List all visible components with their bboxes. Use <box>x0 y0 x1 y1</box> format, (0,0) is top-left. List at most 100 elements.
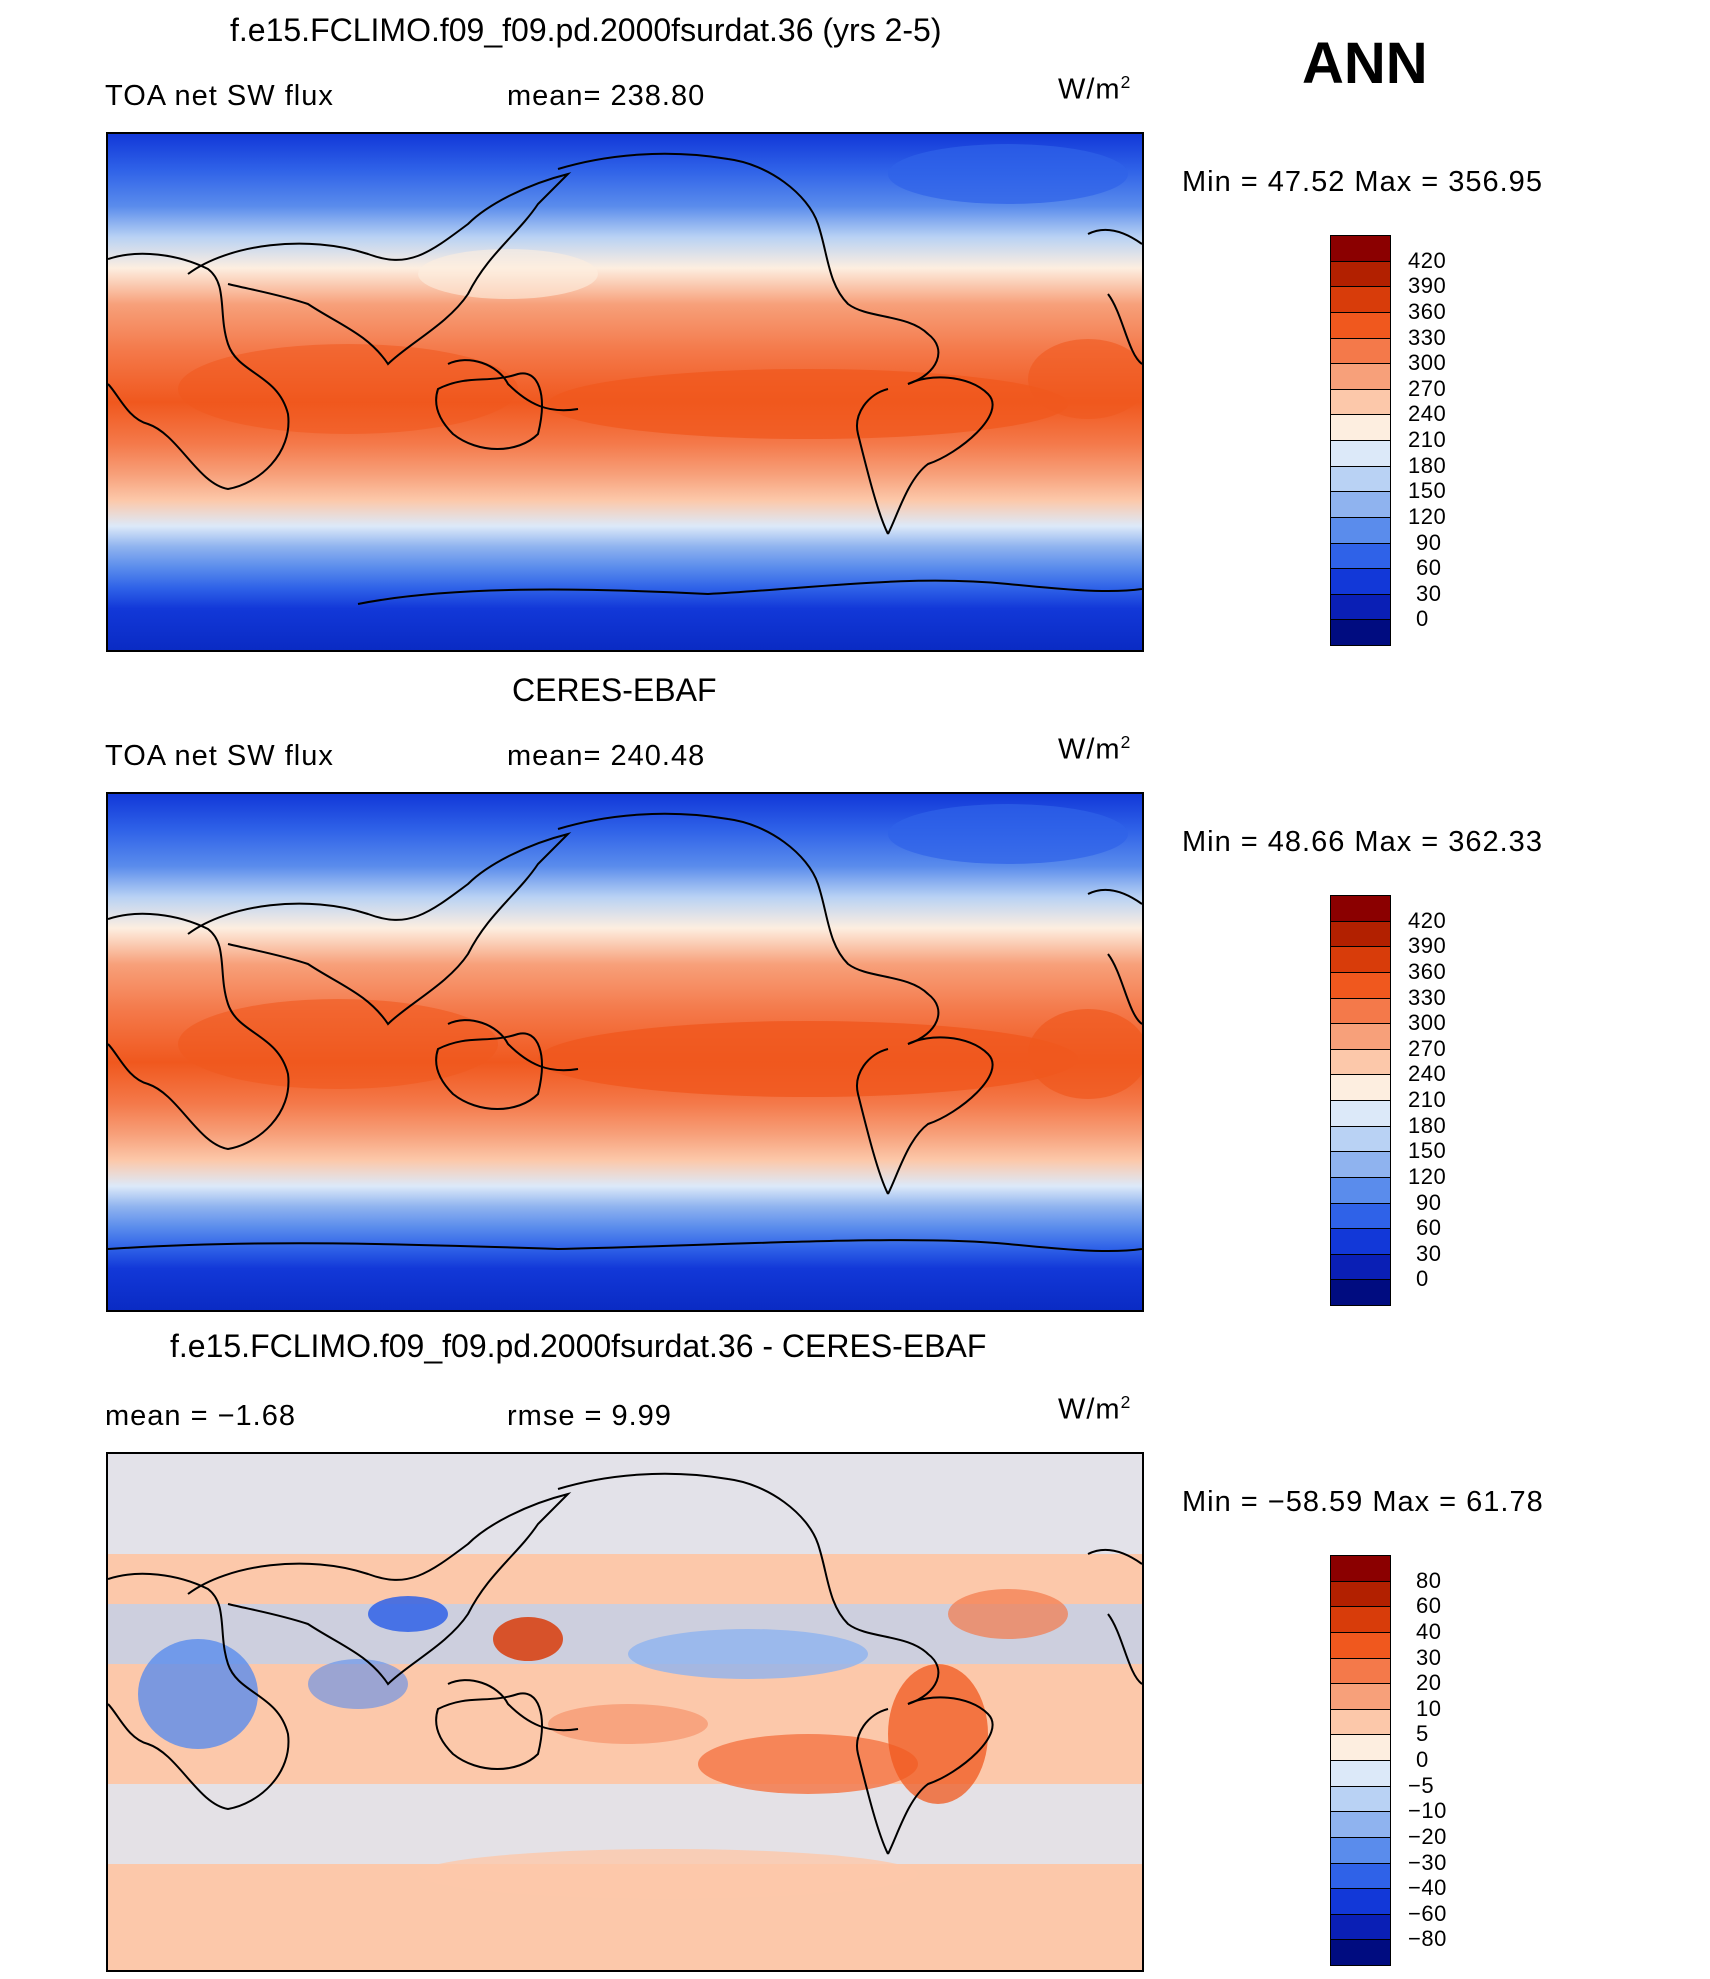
colorbar-cell <box>1330 1228 1391 1255</box>
colorbar-tick-label: 10 <box>1416 1695 1442 1721</box>
colorbar-tick-label: 390 <box>1408 933 1447 959</box>
colorbar-cell <box>1330 1939 1391 1966</box>
colorbar-cell <box>1330 414 1391 441</box>
colorbar-cell <box>1330 311 1391 339</box>
colorbar-cell <box>1330 1100 1391 1127</box>
colorbar-tick-label: 240 <box>1408 401 1447 427</box>
panel3-title: f.e15.FCLIMO.f09_f09.pd.2000fsurdat.36 -… <box>170 1328 987 1364</box>
colorbar-tick-label: 270 <box>1408 375 1447 401</box>
colorbar-tick-label: 30 <box>1416 1644 1442 1670</box>
colorbar-cell <box>1330 440 1391 467</box>
colorbar-cell <box>1330 1785 1391 1813</box>
colorbar-cell <box>1330 542 1391 570</box>
panel1-units: W/m2 <box>1058 72 1132 106</box>
panel2-title: CERES-EBAF <box>512 672 717 708</box>
colorbar-cell <box>1330 895 1391 922</box>
colorbar-tick-label: 60 <box>1416 555 1442 581</box>
panel3-colorbar: 80 60 40 30 20 10 5 0 −5 −10 −20 −30 −40 −60 −80 <box>1330 1555 1446 1966</box>
colorbar-tick-label: 240 <box>1408 1061 1447 1087</box>
colorbar-tick-label: 90 <box>1416 529 1442 555</box>
colorbar-cell <box>1330 1734 1391 1761</box>
colorbar-cell <box>1330 1074 1391 1101</box>
colorbar-cell <box>1330 1125 1391 1153</box>
colorbar-tick-label: 390 <box>1408 273 1447 299</box>
panel3-mean-label: mean = −1.68 <box>105 1400 296 1432</box>
colorbar-tick-label: −10 <box>1408 1798 1447 1824</box>
panel1-colorbar: 420 390 360 330 300 270 240 210 180 150 120 90 60 30 0 <box>1330 235 1446 646</box>
colorbar-tick-label: 150 <box>1408 478 1447 504</box>
panel2-units: W/m2 <box>1058 732 1132 766</box>
colorbar-tick-label: 60 <box>1416 1215 1442 1241</box>
panel1-mean-label: mean= 238.80 <box>507 80 706 112</box>
colorbar-tick-label: 360 <box>1408 298 1447 324</box>
colorbar-tick-label: 210 <box>1408 1087 1447 1112</box>
colorbar-cell <box>1330 1048 1391 1076</box>
colorbar-tick-label: 30 <box>1416 1240 1442 1266</box>
colorbar-tick-label: 330 <box>1408 324 1447 350</box>
colorbar-tick-label: −40 <box>1408 1875 1447 1901</box>
colorbar-tick-label: −30 <box>1408 1849 1447 1875</box>
colorbar-cell <box>1330 1631 1391 1659</box>
colorbar-tick-label: 180 <box>1408 1112 1447 1138</box>
colorbar-cell <box>1330 1683 1391 1710</box>
colorbar-cell <box>1330 1580 1391 1608</box>
panel3-rmse-label: rmse = 9.99 <box>507 1400 672 1432</box>
panel2-colorbar: 420 390 360 330 300 270 240 210 180 150 120 90 60 30 0 <box>1330 895 1446 1306</box>
colorbar-cell <box>1330 388 1391 416</box>
colorbar-tick-label: 40 <box>1416 1618 1442 1644</box>
panel1-minmax: Min = 47.52 Max = 356.95 <box>1182 166 1543 198</box>
colorbar-cell <box>1330 920 1391 948</box>
colorbar-cell <box>1330 1708 1391 1736</box>
colorbar-cell <box>1330 337 1391 365</box>
colorbar-cell <box>1330 1913 1391 1941</box>
colorbar-cell <box>1330 1657 1391 1685</box>
colorbar-tick-label: −80 <box>1408 1926 1447 1952</box>
colorbar-cell <box>1330 568 1391 595</box>
colorbar-tick-label: −20 <box>1408 1823 1447 1849</box>
colorbar-tick-label: 270 <box>1408 1035 1447 1061</box>
colorbar-tick-label: 30 <box>1416 580 1442 606</box>
colorbar-cell <box>1330 1606 1391 1633</box>
colorbar-tick-label: 5 <box>1416 1721 1429 1747</box>
colorbar-cell <box>1330 1862 1391 1890</box>
colorbar-cell <box>1330 1811 1391 1838</box>
colorbar-cell <box>1330 1555 1391 1582</box>
colorbar-tick-label: 80 <box>1416 1567 1442 1593</box>
panel2-map <box>106 792 1144 1312</box>
colorbar-tick-label: 180 <box>1408 452 1447 478</box>
colorbar-cell <box>1330 491 1391 518</box>
colorbar-tick-label: 420 <box>1408 247 1447 273</box>
panel1-variable-label: TOA net SW flux <box>105 80 334 112</box>
colorbar-tick-label: 150 <box>1408 1138 1447 1164</box>
colorbar-tick-label: 60 <box>1416 1593 1442 1619</box>
colorbar-tick-label: 120 <box>1408 1163 1447 1189</box>
colorbar-cell <box>1330 1836 1391 1864</box>
panel2-variable-label: TOA net SW flux <box>105 740 334 772</box>
colorbar-tick-label: 210 <box>1408 427 1447 452</box>
colorbar-cell <box>1330 516 1391 544</box>
panel1-field <box>108 134 1142 650</box>
panel2-minmax: Min = 48.66 Max = 362.33 <box>1182 826 1543 858</box>
colorbar-cell <box>1330 1760 1391 1787</box>
colorbar-tick-label: −60 <box>1408 1900 1447 1926</box>
colorbar-cell <box>1330 619 1391 646</box>
colorbar-cell <box>1330 1176 1391 1204</box>
colorbar-cell <box>1330 1888 1391 1915</box>
colorbar-tick-label: 300 <box>1408 1010 1447 1036</box>
colorbar-tick-label: 360 <box>1408 958 1447 984</box>
season-label: ANN <box>1302 31 1428 96</box>
colorbar-cell <box>1330 1253 1391 1281</box>
colorbar-tick-label: 0 <box>1416 1266 1429 1292</box>
colorbar-cell <box>1330 363 1391 390</box>
panel3-units: W/m2 <box>1058 1392 1132 1426</box>
colorbar-cell <box>1330 593 1391 621</box>
colorbar-cell <box>1330 1202 1391 1230</box>
colorbar-cell <box>1330 946 1391 973</box>
colorbar-tick-label: 420 <box>1408 907 1447 933</box>
colorbar-cell <box>1330 235 1391 262</box>
colorbar-tick-label: 0 <box>1416 1747 1429 1772</box>
colorbar-cell <box>1330 1279 1391 1306</box>
colorbar-cell <box>1330 465 1391 493</box>
panel2-mean-label: mean= 240.48 <box>507 740 706 772</box>
colorbar-tick-label: 20 <box>1416 1670 1442 1696</box>
